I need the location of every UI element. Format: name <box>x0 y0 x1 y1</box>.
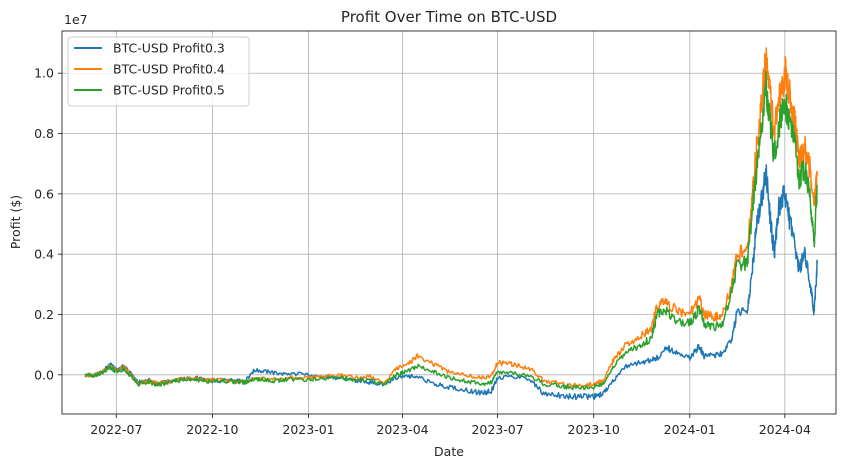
x-tick-label: 2023-10 <box>568 422 620 437</box>
x-tick-label: 2023-04 <box>376 422 428 437</box>
y-tick-label: 0.4 <box>34 247 54 262</box>
axis-ticks <box>58 72 786 418</box>
legend: BTC-USD Profit0.3 BTC-USD Profit0.4 BTC-US… <box>67 36 250 107</box>
legend-label-2: BTC-USD Profit0.4 <box>113 62 225 77</box>
series-line-1 <box>84 164 818 401</box>
legend-label-1: BTC-USD Profit0.3 <box>113 41 225 56</box>
x-tick-label: 2023-07 <box>471 422 523 437</box>
series-line-3 <box>84 70 818 391</box>
x-tick-label: 2022-07 <box>90 422 142 437</box>
y-tick-label: 0.2 <box>34 307 54 322</box>
series-line-2 <box>84 47 818 389</box>
x-tick-label: 2024-04 <box>759 422 811 437</box>
x-tick-label: 2024-01 <box>664 422 716 437</box>
y-tick-label: 0.0 <box>34 367 54 382</box>
x-tick-labels: 2022-07 2022-10 2023-01 2023-04 2023-07 2023-… <box>90 422 811 437</box>
x-tick-label: 2023-01 <box>282 422 334 437</box>
y-tick-label: 0.8 <box>34 126 54 141</box>
y-tick-label: 0.6 <box>34 186 54 201</box>
y-tick-label: 1.0 <box>34 66 54 81</box>
plot-frame <box>61 30 837 415</box>
x-axis-label: Date <box>434 444 464 459</box>
series-lines <box>84 47 818 401</box>
legend-label-3: BTC-USD Profit0.5 <box>113 83 225 98</box>
y-tick-labels: 0.0 0.2 0.4 0.6 0.8 1.0 <box>34 66 54 383</box>
y-axis-label: Profit ($) <box>8 195 23 249</box>
legend-box <box>67 36 250 107</box>
chart-title: Profit Over Time on BTC-USD <box>341 8 557 26</box>
x-tick-label: 2022-10 <box>186 422 238 437</box>
y-multiplier-label: 1e7 <box>64 12 88 27</box>
